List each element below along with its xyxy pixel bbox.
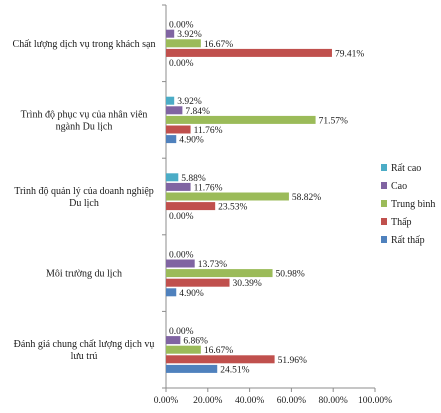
bar xyxy=(166,345,201,354)
legend-swatch xyxy=(381,236,387,243)
category-label: Trình độ quản lý của doanh nghiệp Du lịch xyxy=(14,186,154,209)
bar xyxy=(166,336,181,345)
data-label: 6.86% xyxy=(183,337,208,347)
category-label-line: Đánh giá chung chất lượng dịch vụ xyxy=(14,339,155,350)
category-label: Chất lượng dịch vụ trong khách sạn xyxy=(13,39,156,50)
legend-label: Cao xyxy=(391,181,407,192)
x-tick-label: 100.00% xyxy=(358,396,392,406)
bar xyxy=(166,29,175,38)
data-label: 4.90% xyxy=(179,289,204,299)
data-label: 4.90% xyxy=(179,136,204,146)
bar xyxy=(166,288,177,297)
x-tick-label: 60.00% xyxy=(277,396,306,406)
data-label: 0.00% xyxy=(169,59,194,69)
data-label: 11.76% xyxy=(194,183,223,193)
bar xyxy=(166,115,316,124)
category-label: Trình độ phục vụ của nhân viên ngành Du l… xyxy=(21,109,148,132)
data-label: 79.41% xyxy=(335,49,364,59)
data-label: 51.96% xyxy=(278,356,307,366)
bar xyxy=(166,125,191,134)
bar-labels: 0.00%3.92%16.67%79.41%0.00%3.92%7.84%71.… xyxy=(169,21,364,376)
category-label: Môi trường du lịch xyxy=(46,269,122,280)
bar xyxy=(166,48,332,57)
bar xyxy=(166,96,175,105)
category-label-line: Môi trường du lịch xyxy=(46,269,122,280)
data-label: 0.00% xyxy=(169,250,194,260)
bar xyxy=(166,259,195,268)
bar xyxy=(166,39,201,48)
category-labels: Chất lượng dịch vụ trong khách sạn Trình … xyxy=(13,39,156,362)
legend-label: Rất thấp xyxy=(391,235,425,246)
category-label-line: lưu trú xyxy=(71,351,98,362)
legend: Rất cao Cao Trung bình Thấp Rất thấp xyxy=(381,163,435,246)
data-label: 13.73% xyxy=(198,260,227,270)
category-label-line: Trình độ quản lý của doanh nghiệp xyxy=(14,186,154,197)
category-label-line: ngành Du lịch xyxy=(56,121,113,132)
data-label: 71.57% xyxy=(319,116,348,126)
x-tick-label: 20.00% xyxy=(193,396,222,406)
data-label: 30.39% xyxy=(233,279,262,289)
bar xyxy=(166,269,273,278)
data-label: 23.53% xyxy=(218,203,247,213)
data-label: 7.84% xyxy=(185,107,210,117)
data-label: 16.67% xyxy=(204,346,233,356)
legend-label: Rất cao xyxy=(391,163,421,174)
data-label: 50.98% xyxy=(276,270,305,280)
bar xyxy=(166,106,183,115)
data-label: 16.67% xyxy=(204,40,233,50)
data-label: 0.00% xyxy=(169,21,194,31)
legend-swatch xyxy=(381,182,387,189)
data-label: 5.88% xyxy=(181,174,206,184)
x-axis: 0.00% 20.00% 40.00% 60.00% 80.00% 100.00% xyxy=(154,388,392,406)
category-label: Đánh giá chung chất lượng dịch vụ lưu trú xyxy=(14,339,155,362)
legend-swatch xyxy=(381,164,387,171)
data-label: 58.82% xyxy=(292,193,321,203)
bar xyxy=(166,202,216,211)
x-tick-label: 80.00% xyxy=(319,396,348,406)
legend-label: Thấp xyxy=(391,217,412,228)
category-label-line: Trình độ phục vụ của nhân viên xyxy=(21,109,148,120)
x-tick-label: 40.00% xyxy=(235,396,264,406)
data-label: 11.76% xyxy=(194,126,223,136)
bar xyxy=(166,355,275,364)
bar xyxy=(166,192,289,201)
legend-swatch xyxy=(381,200,387,207)
x-tick-label: 0.00% xyxy=(154,396,179,406)
data-label: 0.00% xyxy=(169,327,194,337)
data-label: 3.92% xyxy=(177,97,202,107)
data-label: 24.51% xyxy=(220,365,249,375)
data-label: 0.00% xyxy=(169,212,194,222)
bar xyxy=(166,173,179,182)
data-label: 3.92% xyxy=(177,30,202,40)
legend-swatch xyxy=(381,218,387,225)
category-label-line: Chất lượng dịch vụ trong khách sạn xyxy=(13,39,156,50)
legend-label: Trung bình xyxy=(391,199,435,210)
category-label-line: Du lịch xyxy=(69,198,99,209)
bar xyxy=(166,278,230,287)
bars xyxy=(166,29,332,373)
bar xyxy=(166,364,218,373)
bar xyxy=(166,182,191,191)
bar xyxy=(166,135,177,144)
